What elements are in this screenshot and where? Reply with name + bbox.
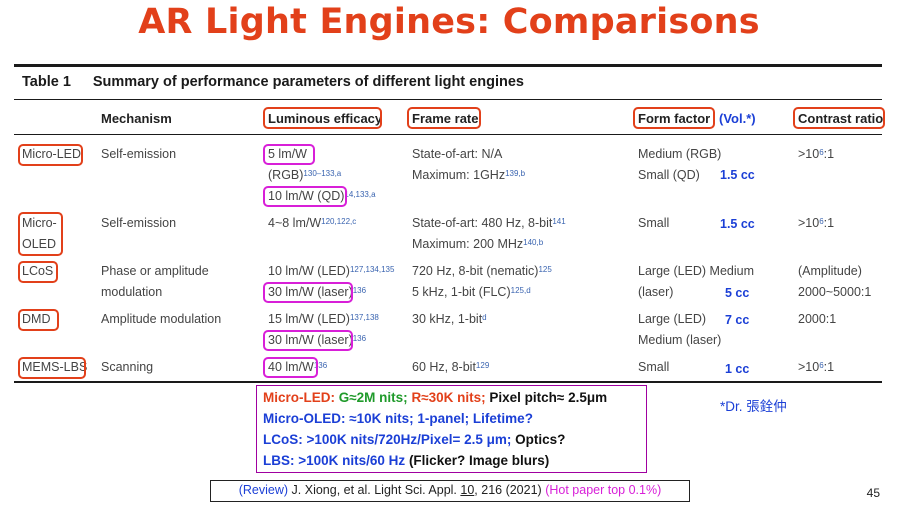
highlight-box-micro-led: [18, 144, 83, 166]
highlight-box-micro-oled: [18, 212, 63, 256]
summary-line-lbs: LBS: >100K nits/60 Hz (Flicker? Image bl…: [263, 453, 550, 468]
table-top-rule: [14, 64, 882, 67]
summary-box: Micro-LED: G≈2M nits; R≈30K nits; Pixel …: [256, 385, 647, 473]
contrast-micro-led: >106:1: [798, 147, 835, 161]
efficacy-micro-led-rgb-value: 5 lm/W: [268, 147, 307, 161]
form-factor-lcos-line2: (laser): [638, 285, 674, 299]
mechanism-mems-lbs: Scanning: [101, 360, 154, 374]
summary-line-micro-oled: Micro-OLED: ≈10K nits; 1-panel; Lifetime…: [263, 411, 533, 426]
form-factor-micro-led-qd: Small (QD): [638, 168, 700, 182]
header-luminous-efficacy: Luminous efficacy: [268, 111, 383, 126]
header-mechanism: Mechanism: [101, 111, 172, 126]
page-number: 45: [866, 486, 880, 500]
efficacy-micro-led-qd: 10 lm/W (QD)14,133,a: [268, 189, 376, 203]
table-caption: Table 1 Summary of performance parameters…: [22, 74, 524, 90]
mechanism-lcos-line1: Phase or amplitude: [101, 264, 209, 278]
frame-rate-micro-led-max: Maximum: 1GHz139,b: [412, 168, 526, 182]
highlight-box-10lmw-qd: [263, 186, 347, 207]
form-factor-lcos-line1: Large (LED) Medium: [638, 264, 755, 278]
contrast-lcos-line1: (Amplitude): [798, 264, 862, 278]
efficacy-micro-led-rgb-label: (RGB)130–133,a: [268, 168, 342, 182]
efficacy-lcos-led: 10 lm/W (LED)127,134,135: [268, 264, 395, 278]
highlight-box-5lmw: [263, 144, 315, 165]
volume-micro-oled: 1.5 cc: [720, 217, 755, 231]
contrast-lcos-line2: 2000~5000:1: [798, 285, 872, 299]
form-factor-micro-oled: Small: [638, 216, 670, 230]
highlight-box-contrast-header: [793, 107, 885, 129]
highlight-box-mems-lbs: [18, 357, 86, 379]
mechanism-micro-oled: Self-emission: [101, 216, 177, 230]
header-vol-note: (Vol.*): [719, 111, 756, 126]
contrast-micro-oled: >106:1: [798, 216, 835, 230]
contrast-dmd: 2000:1: [798, 312, 837, 326]
volume-mems-lbs: 1 cc: [725, 362, 750, 376]
efficacy-micro-oled: 4~8 lm/W120,122,c: [268, 216, 357, 230]
engine-dmd: DMD: [22, 312, 51, 326]
frame-rate-mems-lbs: 60 Hz, 8-bit129: [412, 360, 490, 374]
efficacy-dmd-laser: 30 lm/W (laser)136: [268, 333, 367, 347]
efficacy-dmd-led: 15 lm/W (LED)137,138: [268, 312, 379, 326]
doctor-name-note: *Dr. 張銓仲: [720, 399, 787, 414]
table-body-rule: [14, 134, 882, 135]
header-frame-rate: Frame rate: [412, 111, 479, 126]
efficacy-lcos-laser: 30 lm/W (laser)136: [268, 285, 367, 299]
mechanism-lcos-line2: modulation: [101, 285, 163, 299]
frame-rate-micro-oled-max: Maximum: 200 MHz140,b: [412, 237, 544, 251]
engine-micro-led: Micro-LED: [22, 147, 82, 161]
form-factor-dmd-line2: Medium (laser): [638, 333, 722, 347]
highlight-box-40lmw: [263, 357, 318, 378]
table-header-rule: [14, 99, 882, 100]
frame-rate-micro-oled-state: State-of-art: 480 Hz, 8-bit141: [412, 216, 566, 230]
mechanism-dmd: Amplitude modulation: [101, 312, 222, 326]
highlight-box-frame-rate-header: [407, 107, 481, 129]
volume-dmd: 7 cc: [725, 313, 750, 327]
highlight-box-dmd: [18, 309, 59, 331]
volume-micro-led: 1.5 cc: [720, 168, 755, 182]
highlight-box-lcos: [18, 261, 58, 283]
form-factor-dmd-line1: Large (LED): [638, 312, 707, 326]
frame-rate-dmd: 30 kHz, 1-bitd: [412, 312, 487, 326]
summary-line-lcos: LCoS: >100K nits/720Hz/Pixel= 2.5 μm; Op…: [263, 432, 566, 447]
frame-rate-lcos-nematic: 720 Hz, 8-bit (nematic)125: [412, 264, 552, 278]
table-caption-number: Table 1: [22, 74, 71, 90]
highlight-box-form-factor-header: [633, 107, 715, 129]
form-factor-micro-led-rgb: Medium (RGB): [638, 147, 722, 161]
mechanism-micro-led: Self-emission: [101, 147, 177, 161]
engine-mems-lbs: MEMS-LBS: [22, 360, 88, 374]
table-bottom-rule: [14, 381, 882, 383]
contrast-mems-lbs: >106:1: [798, 360, 835, 374]
efficacy-mems-lbs: 40 lm/W136: [268, 360, 328, 374]
volume-lcos: 5 cc: [725, 286, 750, 300]
slide-title: AR Light Engines: Comparisons: [138, 2, 760, 42]
highlight-box-dmd-laser: [263, 330, 353, 351]
header-contrast-ratio: Contrast ratio: [798, 111, 884, 126]
frame-rate-micro-led-state: State-of-art: N/A: [412, 147, 503, 161]
summary-line-micro-led: Micro-LED: G≈2M nits; R≈30K nits; Pixel …: [263, 390, 608, 405]
engine-lcos: LCoS: [22, 264, 54, 278]
table-caption-text: Summary of performance parameters of dif…: [92, 74, 524, 90]
highlight-box-lcos-laser: [263, 282, 353, 303]
reference-citation: (Review) J. Xiong, et al. Light Sci. App…: [210, 480, 690, 502]
engine-micro-oled-line1: Micro-: [22, 216, 57, 230]
frame-rate-lcos-flc: 5 kHz, 1-bit (FLC)125,d: [412, 285, 531, 299]
engine-micro-oled-line2: OLED: [22, 237, 57, 251]
form-factor-mems-lbs: Small: [638, 360, 670, 374]
header-form-factor: Form factor: [638, 111, 711, 126]
highlight-box-efficacy-header: [263, 107, 382, 129]
